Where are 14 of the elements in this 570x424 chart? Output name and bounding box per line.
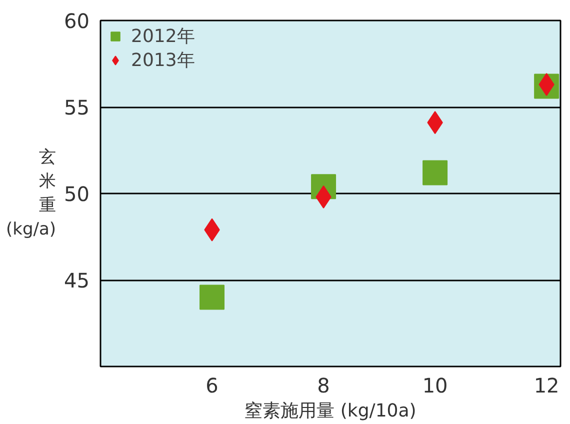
point (422, 160, 448, 186)
legend-label: 2013年 (131, 49, 195, 72)
x-tick-label: 8 (317, 374, 330, 398)
x-axis-title: 窒素施用量 (kg/10a) (244, 400, 416, 422)
x-tick-label: 12 (534, 374, 560, 398)
x-tick-label: 10 (422, 374, 448, 398)
y-tick-label: 55 (64, 96, 90, 120)
legend-label: 2012年 (131, 25, 195, 48)
y-tick-label: 50 (64, 182, 90, 206)
point (200, 284, 225, 310)
y-tick-label: 60 (64, 9, 90, 33)
y-tick-label: 45 (64, 268, 90, 292)
y-axis-title: 玄米重 (kg/a) (6, 148, 56, 240)
x-tick-label: 6 (206, 374, 218, 398)
